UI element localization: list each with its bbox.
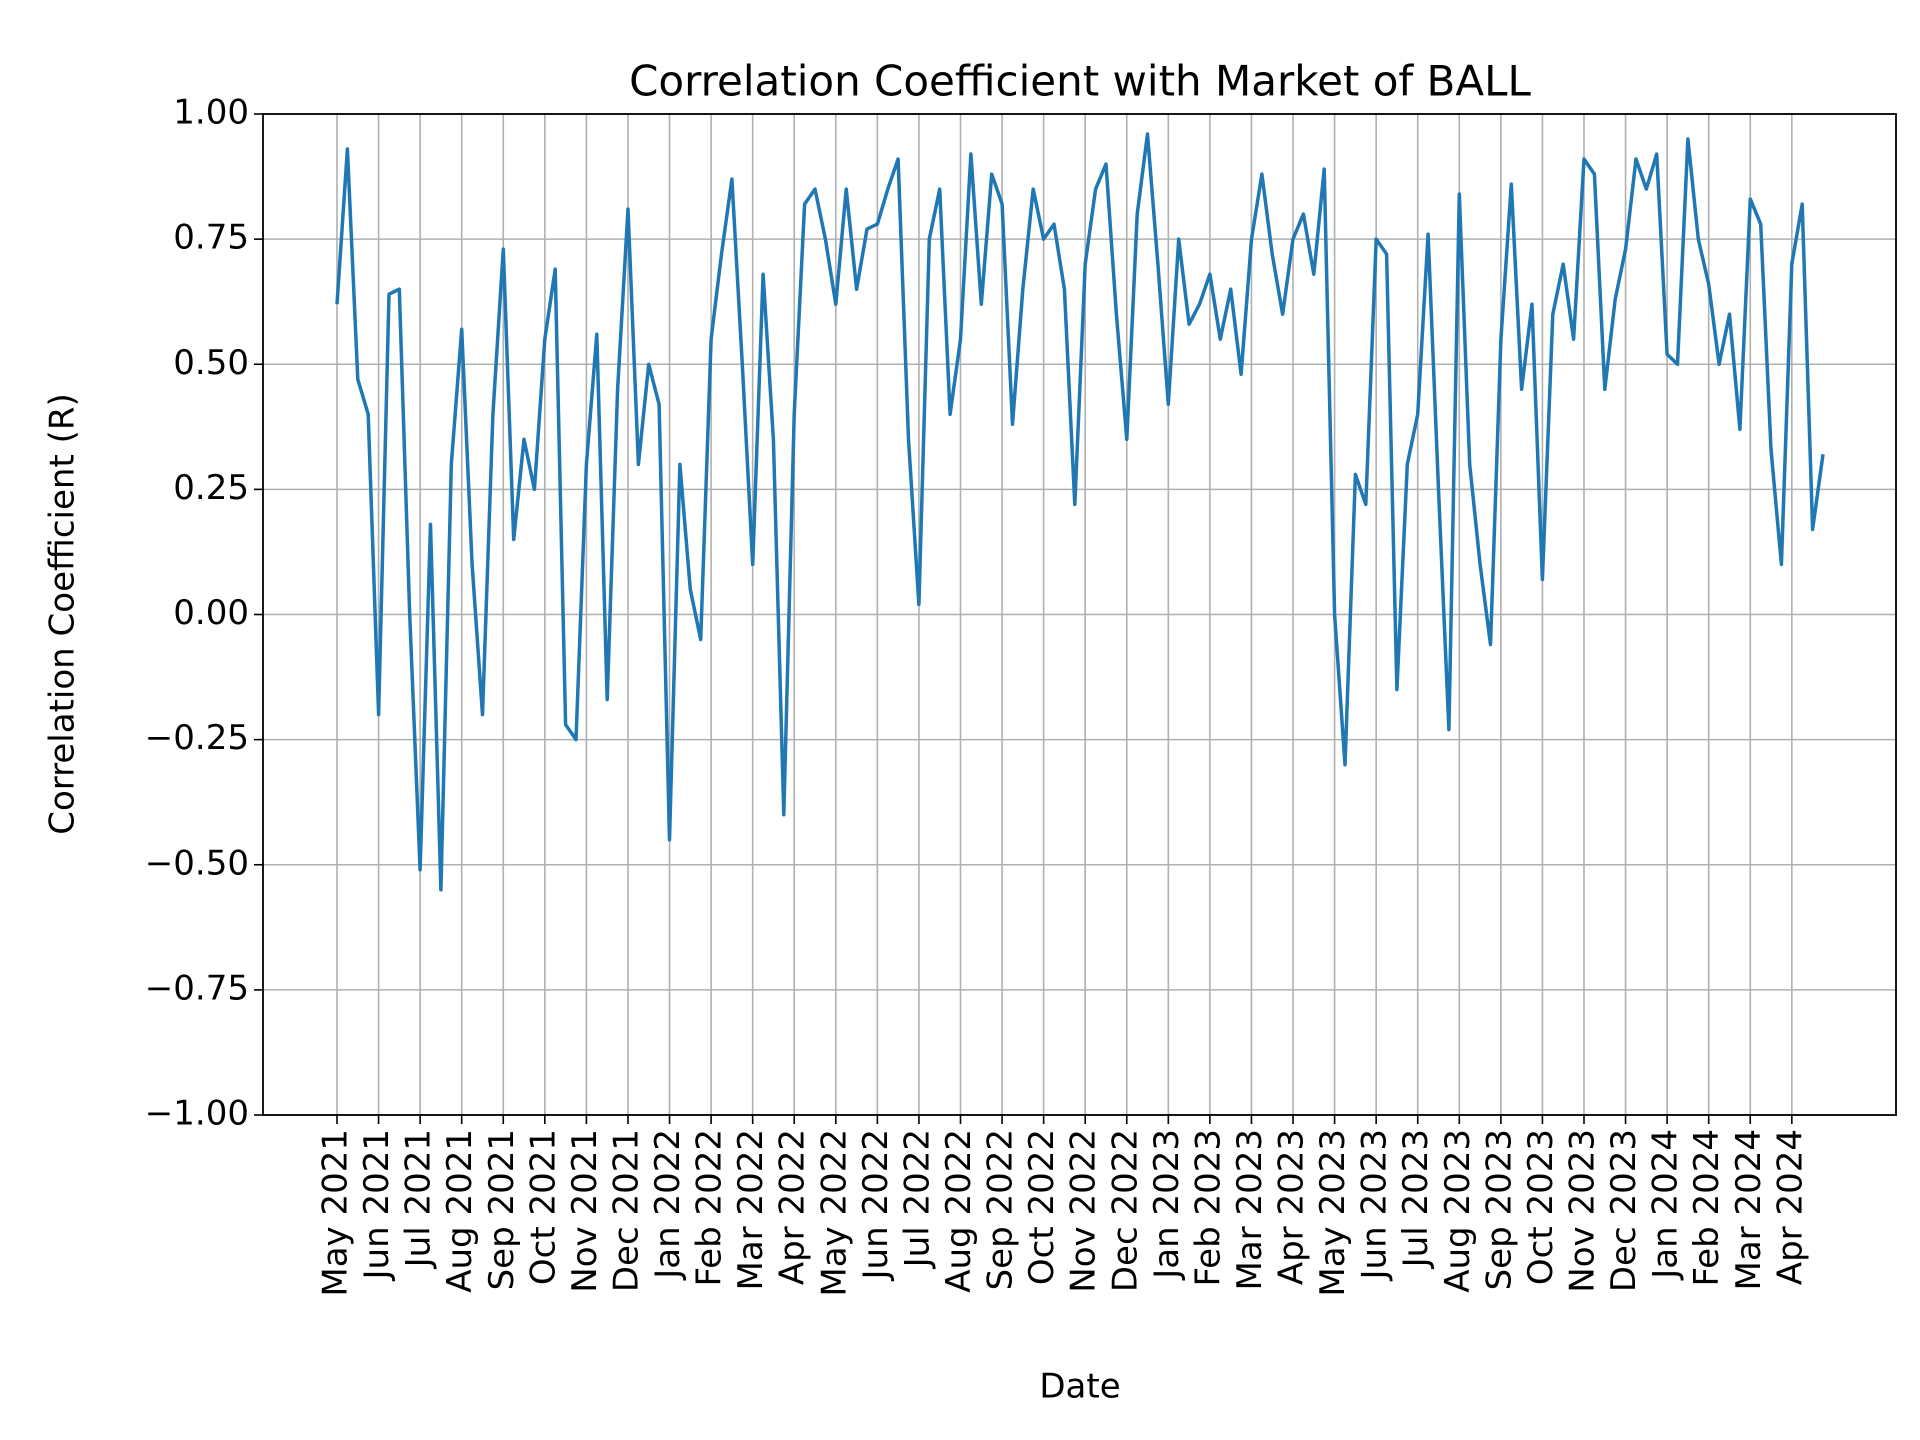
y-tick-label: 1.00	[173, 93, 249, 133]
y-tick-label: −1.00	[145, 1094, 249, 1134]
y-tick-label: 0.75	[173, 218, 249, 258]
x-tick-label: Jan 2022	[648, 1129, 688, 1281]
x-tick-label: Aug 2022	[939, 1129, 979, 1293]
x-axis-label: Date	[1039, 1367, 1120, 1407]
y-tick-label: 0.50	[173, 343, 249, 383]
x-tick-label: Feb 2022	[690, 1129, 730, 1287]
x-tick-label: Dec 2023	[1604, 1129, 1644, 1292]
x-tick-label: Jul 2022	[897, 1129, 937, 1269]
y-tick-label: 0.25	[173, 468, 249, 508]
x-tick-label: Nov 2021	[565, 1129, 605, 1293]
x-tick-label: Jun 2023	[1355, 1129, 1395, 1281]
x-tick-label: Dec 2021	[606, 1129, 646, 1292]
x-tick-label: May 2023	[1313, 1129, 1353, 1297]
x-tick-label: Nov 2022	[1064, 1129, 1104, 1293]
x-tick-label: Nov 2023	[1562, 1129, 1602, 1293]
x-tick-label: Sep 2021	[482, 1129, 522, 1290]
x-tick-label: Dec 2022	[1105, 1129, 1145, 1292]
x-tick-label: Sep 2022	[981, 1129, 1021, 1290]
y-axis-label: Correlation Coefficient (R)	[43, 393, 83, 835]
y-tick-label: 0.00	[173, 593, 249, 633]
y-tick-label: −0.50	[145, 843, 249, 883]
x-tick-label: Feb 2023	[1188, 1129, 1228, 1287]
x-tick-label: May 2022	[814, 1129, 854, 1297]
data-line	[335, 132, 1825, 892]
x-tick-label: Mar 2022	[731, 1129, 771, 1290]
x-tick-label: Apr 2022	[773, 1129, 813, 1285]
x-tick-label: Jan 2023	[1147, 1129, 1187, 1281]
x-tick-label: Jul 2021	[399, 1129, 439, 1269]
x-tick-label: Sep 2023	[1479, 1129, 1519, 1290]
x-tick-label: Apr 2023	[1272, 1129, 1312, 1285]
y-tick-label: −0.75	[145, 968, 249, 1008]
x-tick-label: Oct 2023	[1521, 1129, 1561, 1285]
x-tick-label: Jun 2021	[357, 1129, 397, 1281]
x-tick-label: Jun 2022	[856, 1129, 896, 1281]
x-tick-label: Aug 2023	[1438, 1129, 1478, 1293]
x-tick-label: Oct 2021	[523, 1129, 563, 1285]
x-tick-label: May 2021	[316, 1129, 356, 1297]
chart-title: Correlation Coefficient with Market of B…	[629, 57, 1531, 106]
plot-frame	[262, 113, 1897, 1116]
x-tick-label: Aug 2021	[440, 1129, 480, 1293]
x-tick-label: Apr 2024	[1770, 1129, 1810, 1285]
x-tick-label: Mar 2023	[1230, 1129, 1270, 1290]
x-tick-label: Jan 2024	[1646, 1129, 1686, 1281]
x-tick-label: Mar 2024	[1729, 1129, 1769, 1290]
x-tick-label: Jul 2023	[1396, 1129, 1436, 1269]
x-tick-label: Feb 2024	[1687, 1129, 1727, 1287]
x-tick-label: Oct 2022	[1022, 1129, 1062, 1285]
y-tick-label: −0.25	[145, 718, 249, 758]
